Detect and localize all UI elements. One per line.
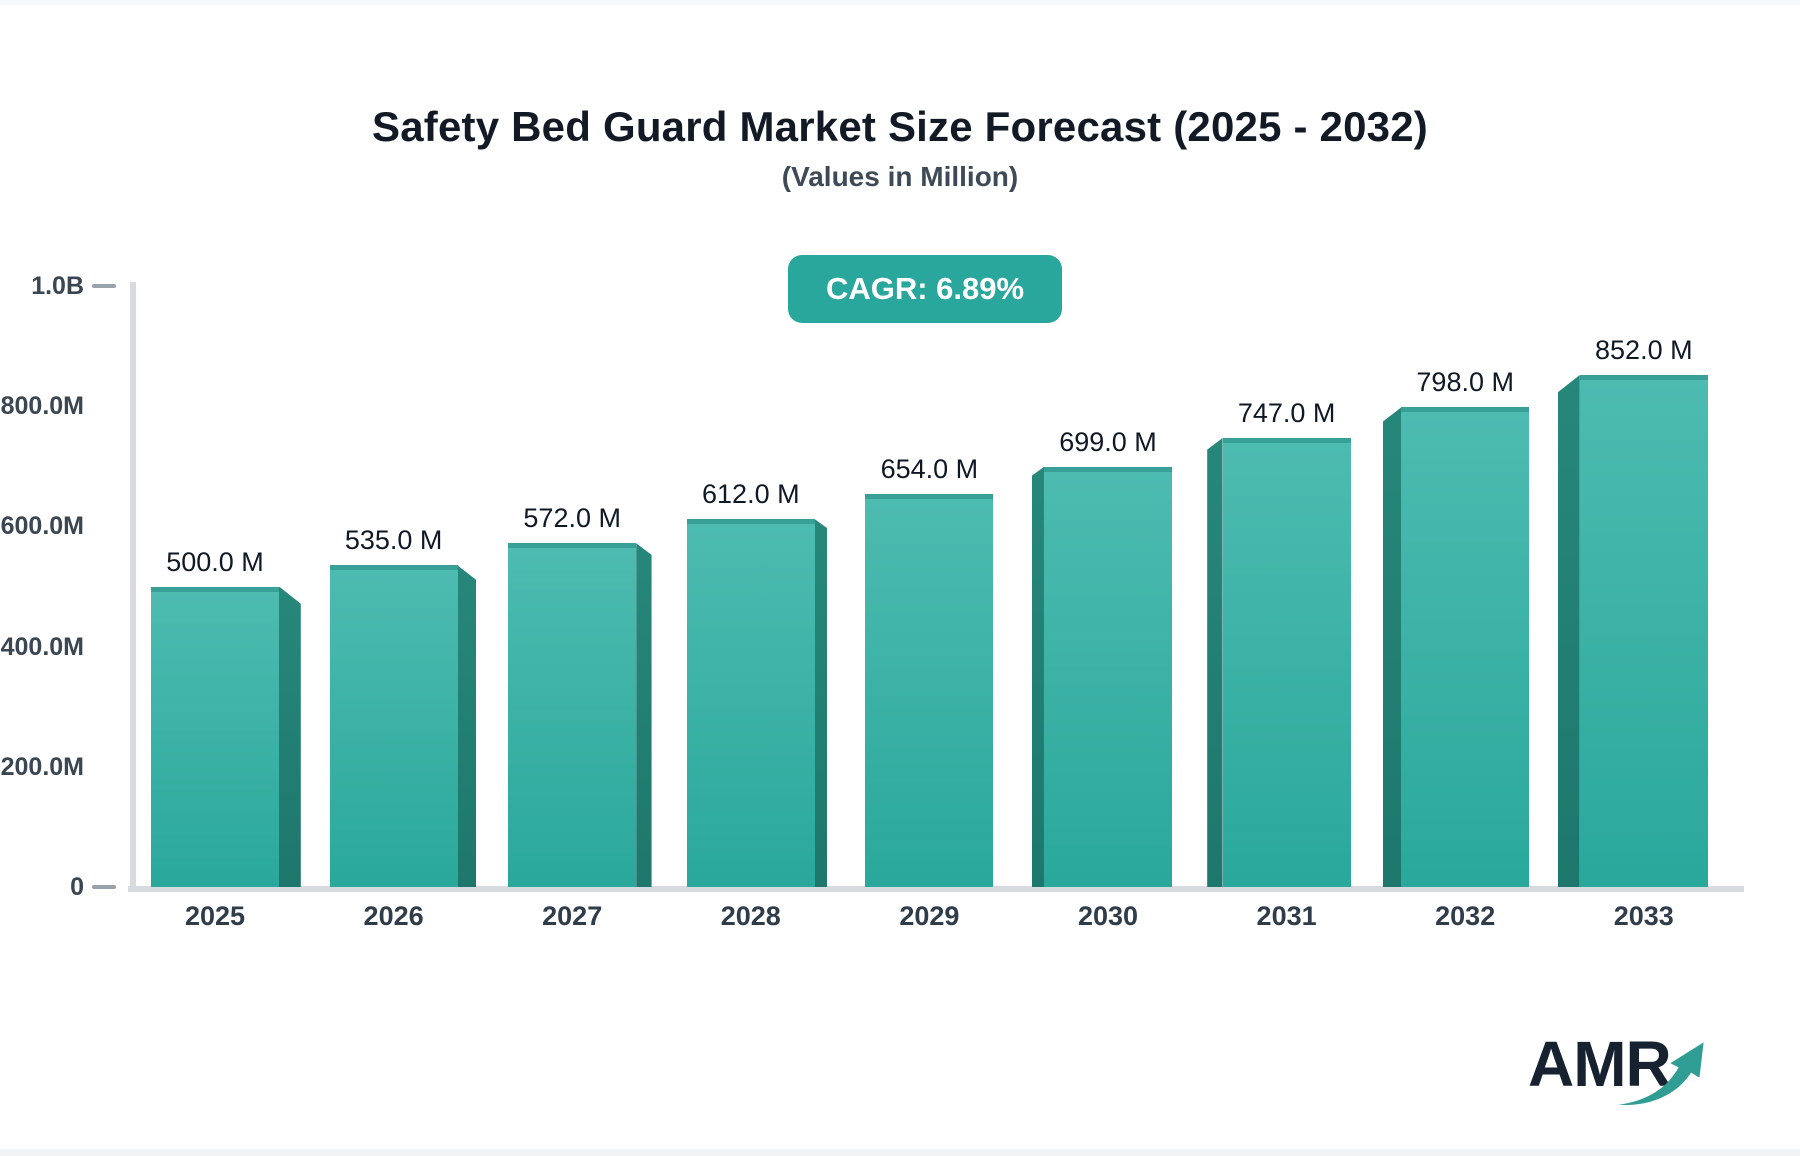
bar-2032	[1401, 407, 1530, 887]
y-axis-tick-dash	[92, 284, 116, 288]
y-axis-tick-label: 800.0M	[0, 392, 84, 421]
y-axis-tick-dash	[92, 885, 116, 889]
bar-value-label: 500.0 M	[166, 546, 264, 577]
x-axis-tick-label: 2026	[363, 901, 424, 931]
chart-subtitle: (Values in Million)	[781, 161, 1019, 192]
bar-value-label: 612.0 M	[702, 479, 800, 510]
x-axis-tick-label: 2028	[720, 901, 781, 931]
y-axis-tick-label: 200.0M	[0, 752, 84, 781]
bar-2025	[151, 586, 279, 887]
bar-2033	[1579, 374, 1708, 887]
bar-2027	[508, 543, 637, 887]
x-axis-tick-label: 2027	[542, 901, 603, 931]
x-axis-tick-label: 2032	[1435, 901, 1496, 931]
bar-value-label: 572.0 M	[523, 503, 621, 534]
bar-2029	[865, 493, 994, 887]
card-bottom-border	[0, 1149, 1800, 1156]
bar-3d-side	[1382, 407, 1402, 887]
bar-3d-side	[814, 519, 827, 887]
x-axis-tick-label: 2033	[1613, 901, 1674, 931]
cagr-badge: CAGR: 6.89%	[788, 255, 1062, 323]
y-axis-tick-label: 600.0M	[0, 512, 84, 541]
bar-2030	[1044, 466, 1172, 887]
bar-2028	[686, 519, 815, 887]
y-axis-tick-label: 1.0B	[31, 272, 84, 300]
bar-value-label: 654.0 M	[880, 453, 979, 484]
x-axis-tick-label: 2030	[1077, 901, 1139, 931]
bar-value-label: 798.0 M	[1416, 367, 1514, 398]
y-axis-tick-label: 0	[70, 873, 84, 901]
amr-logo: AMR	[1528, 1030, 1718, 1110]
x-axis-line	[128, 886, 1744, 892]
bar-3d-side	[1558, 374, 1580, 887]
x-axis-tick-label: 2031	[1256, 901, 1317, 931]
chart-title: Safety Bed Guard Market Size Forecast (2…	[372, 103, 1428, 150]
x-axis-tick-label: 2029	[899, 901, 960, 931]
amr-logo-text: AMR	[1528, 1028, 1672, 1100]
bar-value-label: 747.0 M	[1237, 398, 1336, 429]
bar-value-label: 535.0 M	[344, 525, 443, 556]
y-axis-line	[130, 282, 136, 892]
amr-logo-arrow-icon	[1618, 1042, 1704, 1105]
bar-3d-side	[1031, 466, 1044, 887]
bar-2026	[329, 565, 458, 887]
bar-3d-side	[457, 565, 477, 887]
bar-value-label: 699.0 M	[1059, 426, 1157, 457]
bar-3d-side	[279, 586, 301, 887]
x-axis-tick-label: 2025	[184, 901, 246, 931]
bar-2031	[1222, 438, 1351, 887]
bar-3d-side	[1207, 438, 1223, 887]
card-top-border	[0, 0, 1800, 5]
bar-value-label: 852.0 M	[1595, 334, 1693, 365]
y-axis-tick-label: 400.0M	[0, 632, 84, 661]
bar-3d-side	[636, 543, 652, 887]
